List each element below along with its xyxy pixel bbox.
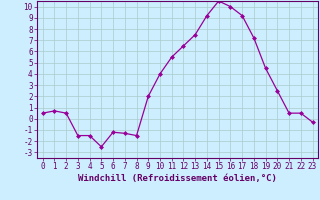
X-axis label: Windchill (Refroidissement éolien,°C): Windchill (Refroidissement éolien,°C) bbox=[78, 174, 277, 183]
